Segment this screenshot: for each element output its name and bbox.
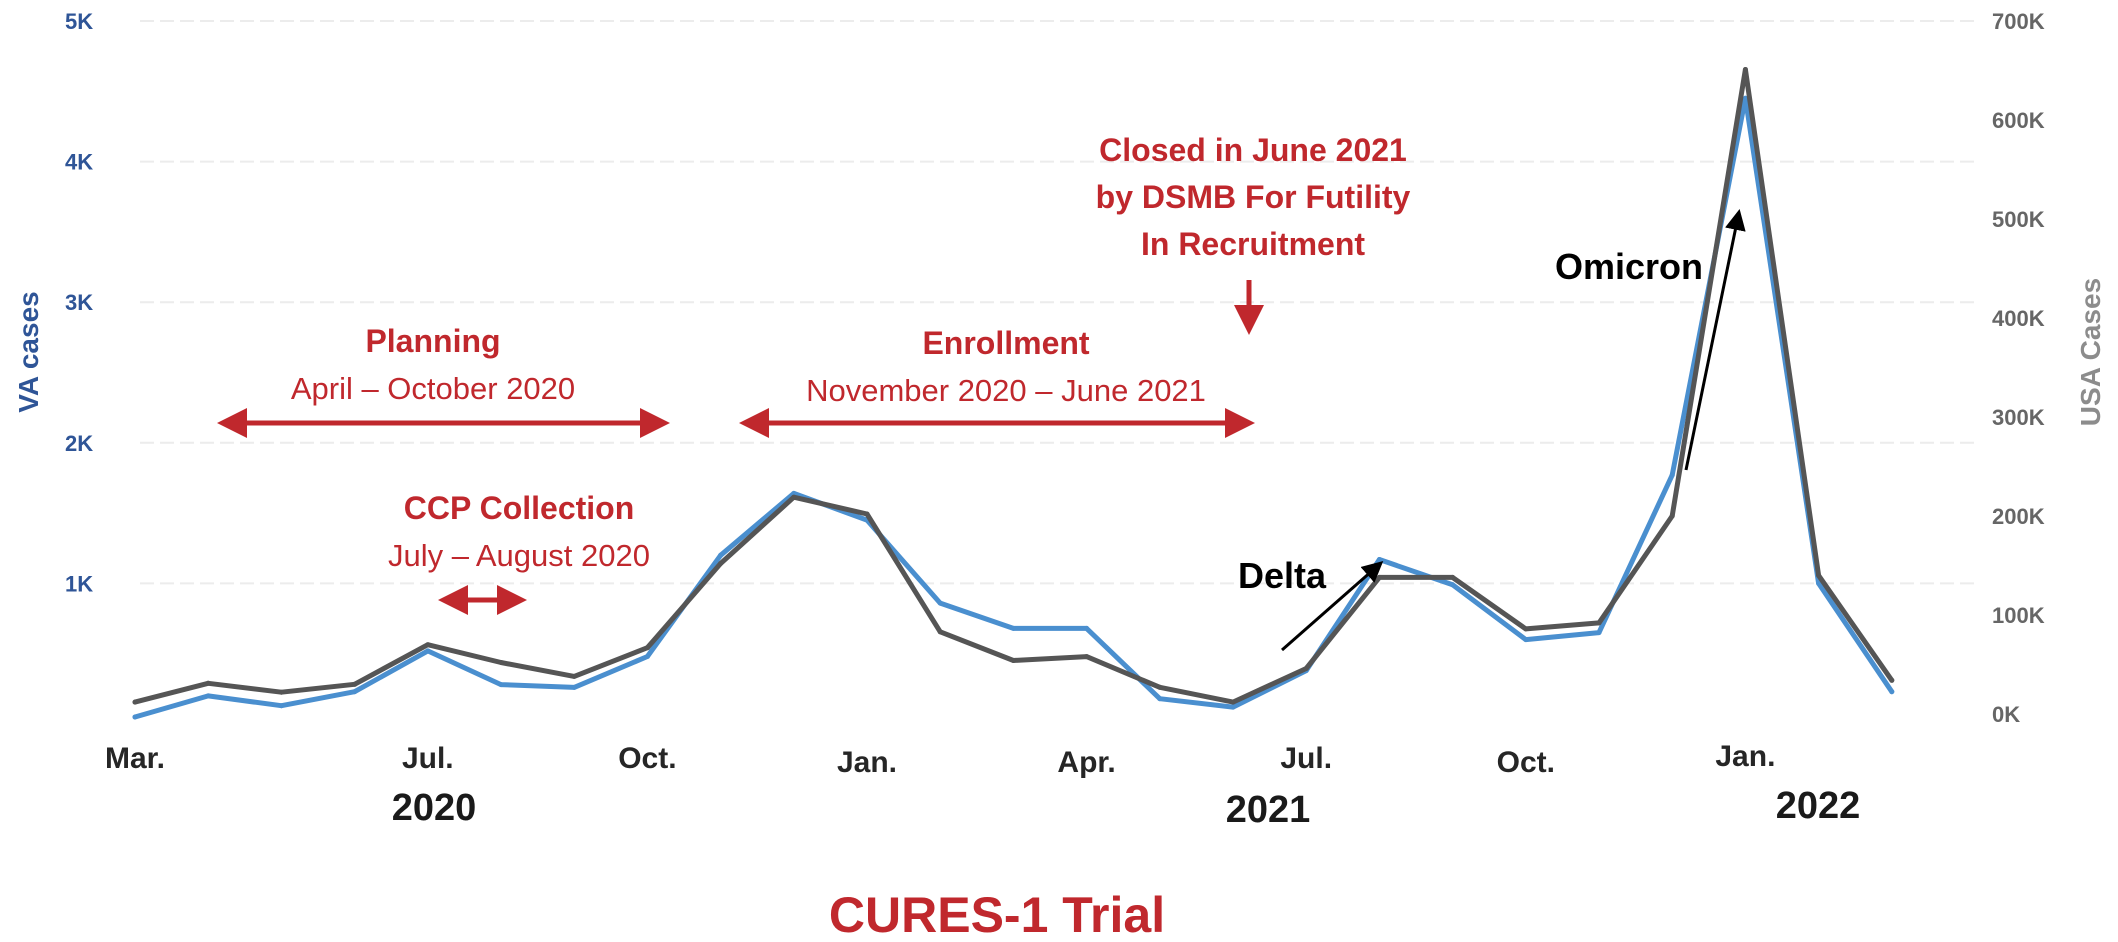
va-cases-point bbox=[644, 654, 650, 659]
series-lines bbox=[132, 67, 1895, 720]
va-cases-point bbox=[1450, 582, 1456, 588]
usa-cases-point bbox=[425, 642, 431, 648]
va-cases-point bbox=[1889, 689, 1895, 695]
va-cases-point bbox=[1010, 625, 1016, 631]
va-cases-point bbox=[1816, 580, 1822, 586]
usa-cases-point bbox=[1376, 574, 1382, 580]
usa-cases-point bbox=[1523, 626, 1529, 632]
va-cases-point bbox=[1669, 472, 1675, 478]
delta-arrow bbox=[1281, 561, 1384, 652]
va-cases-point bbox=[425, 648, 431, 654]
closed-line-2: by DSMB For Futility bbox=[1096, 179, 1411, 215]
ccp-title: CCP Collection bbox=[404, 490, 635, 526]
usa-cases-point bbox=[1742, 67, 1748, 72]
usa-cases-point bbox=[1157, 684, 1163, 690]
left-axis-title: VA cases bbox=[13, 291, 44, 412]
left-tick-label: 3K bbox=[65, 290, 93, 315]
va-cases-point bbox=[1230, 704, 1236, 710]
usa-cases-point bbox=[352, 681, 358, 687]
va-cases-point bbox=[718, 552, 724, 558]
usa-cases-point bbox=[864, 511, 870, 517]
year-label: 2022 bbox=[1776, 785, 1861, 827]
left-axis-ticks: 1K 2K 3K 4K 5K bbox=[65, 9, 93, 596]
gridlines bbox=[140, 20, 1975, 585]
planning-dates: April – October 2020 bbox=[291, 371, 575, 406]
enrollment-dates: November 2020 – June 2021 bbox=[806, 373, 1206, 408]
year-label: 2021 bbox=[1226, 789, 1311, 831]
va-cases-point bbox=[205, 693, 211, 699]
x-tick-label: Jul. bbox=[1280, 742, 1332, 775]
va-cases-point bbox=[498, 682, 504, 688]
enrollment-title: Enrollment bbox=[922, 325, 1089, 361]
va-cases-point bbox=[278, 703, 284, 709]
x-tick-label: Jul. bbox=[402, 742, 454, 775]
va-cases-point bbox=[937, 600, 943, 606]
va-cases-point bbox=[1376, 557, 1382, 562]
x-tick-label: Apr. bbox=[1057, 746, 1115, 779]
va-cases-point bbox=[1157, 696, 1163, 702]
x-tick-label: Oct. bbox=[1497, 746, 1555, 779]
right-tick-label: 400K bbox=[1992, 306, 2045, 331]
left-tick-label: 5K bbox=[65, 9, 93, 34]
va-cases-point bbox=[1523, 637, 1529, 643]
delta-label: Delta bbox=[1238, 555, 1327, 596]
right-tick-label: 500K bbox=[1992, 207, 2045, 232]
right-axis-ticks: 0K 100K 200K 300K 400K 500K 600K 700K bbox=[1992, 9, 2045, 727]
omicron-label: Omicron bbox=[1555, 246, 1703, 287]
va-cases-point bbox=[571, 684, 577, 690]
x-tick-label: Jan. bbox=[837, 746, 897, 779]
usa-cases-point bbox=[644, 645, 650, 651]
usa-cases-point bbox=[937, 629, 943, 635]
usa-cases-point bbox=[1816, 572, 1822, 578]
year-label: 2020 bbox=[392, 787, 477, 829]
x-axis-ticks: Mar. Jul. Oct. Jan. Apr. Jul. Oct. Jan. 2020 2021… bbox=[105, 740, 1860, 831]
va-cases-point bbox=[132, 714, 138, 720]
left-tick-label: 1K bbox=[65, 571, 93, 596]
right-tick-label: 700K bbox=[1992, 9, 2045, 34]
usa-cases-point bbox=[571, 673, 577, 679]
right-axis-title: USA Cases bbox=[2075, 278, 2106, 426]
right-tick-label: 300K bbox=[1992, 405, 2045, 430]
usa-cases-point bbox=[132, 699, 138, 705]
right-tick-label: 0K bbox=[1992, 702, 2020, 727]
usa-cases-point bbox=[1303, 666, 1309, 671]
usa-cases-point bbox=[498, 660, 504, 665]
left-tick-label: 4K bbox=[65, 150, 93, 175]
x-tick-label: Mar. bbox=[105, 742, 165, 775]
usa-cases-point bbox=[1230, 699, 1236, 705]
usa-cases-point bbox=[1669, 513, 1675, 519]
usa-cases-point bbox=[1084, 654, 1090, 660]
left-tick-label: 2K bbox=[65, 431, 93, 456]
usa-cases-point bbox=[1889, 677, 1895, 683]
usa-cases-point bbox=[1596, 620, 1602, 626]
right-tick-label: 200K bbox=[1992, 504, 2045, 529]
usa-cases-point bbox=[1010, 658, 1016, 663]
right-tick-label: 600K bbox=[1992, 108, 2045, 133]
va-cases-point bbox=[1596, 630, 1602, 636]
usa-cases-point bbox=[791, 494, 797, 500]
x-tick-label: Jan. bbox=[1715, 740, 1775, 773]
usa-cases-point bbox=[205, 680, 211, 686]
x-tick-label: Oct. bbox=[618, 742, 676, 775]
ccp-dates: July – August 2020 bbox=[388, 538, 650, 573]
va-cases-point bbox=[1742, 95, 1748, 101]
usa-cases-point bbox=[718, 561, 724, 566]
planning-title: Planning bbox=[365, 323, 500, 359]
right-tick-label: 100K bbox=[1992, 603, 2045, 628]
chart-title: CURES-1 Trial bbox=[829, 887, 1165, 942]
va-cases-point bbox=[352, 689, 358, 695]
va-cases-point bbox=[791, 490, 797, 496]
omicron-arrow bbox=[1684, 209, 1746, 471]
usa-cases-point bbox=[278, 689, 284, 695]
closed-line-1: Closed in June 2021 bbox=[1099, 132, 1407, 168]
usa-cases-point bbox=[1450, 574, 1456, 580]
closed-line-3: In Recruitment bbox=[1141, 226, 1365, 262]
va-cases-point bbox=[1084, 625, 1090, 631]
